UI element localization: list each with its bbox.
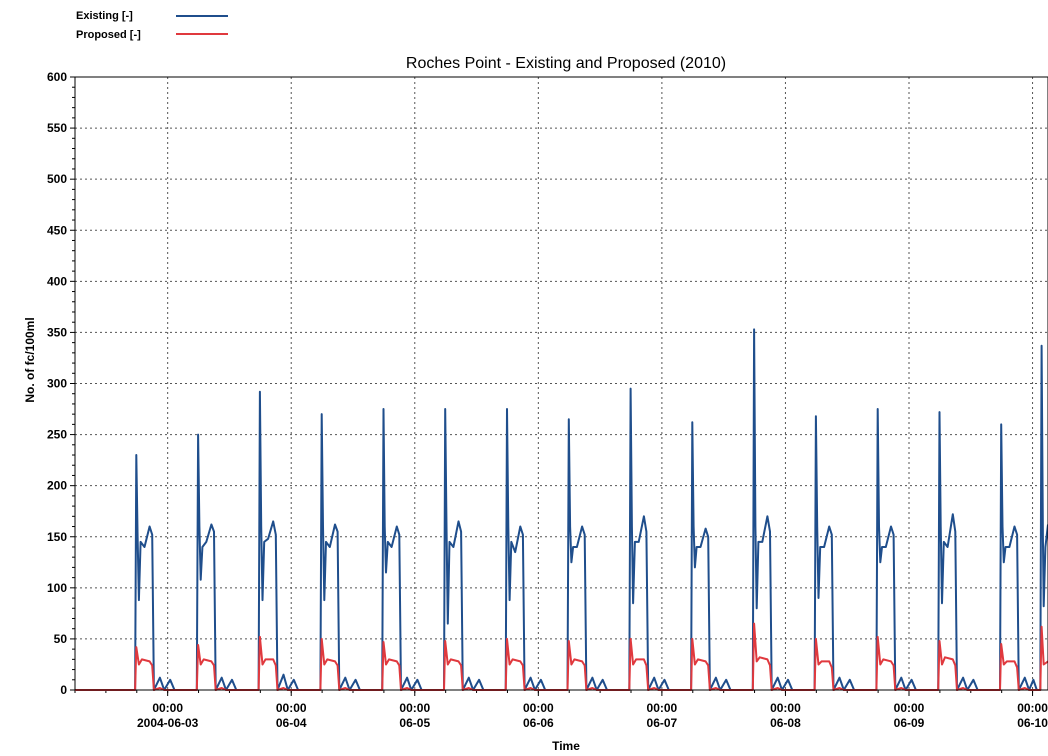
y-tick-label: 600	[47, 70, 67, 84]
y-tick-label: 50	[54, 632, 68, 646]
chart-title: Roches Point - Existing and Proposed (20…	[406, 55, 726, 72]
x-tick-date-label: 06-08	[770, 716, 801, 730]
x-tick-date-label: 06-06	[523, 716, 554, 730]
y-tick-label: 400	[47, 274, 67, 288]
y-tick-label: 100	[47, 581, 67, 595]
y-tick-label: 300	[47, 377, 67, 391]
x-axis-label: Time	[552, 739, 580, 753]
plot-frame	[74, 76, 1048, 691]
y-tick-label: 0	[60, 683, 67, 697]
x-tick-time-label: 00:00	[647, 701, 678, 715]
x-tick-time-label: 00:00	[894, 701, 925, 715]
x-tick-time-label: 00:00	[399, 701, 430, 715]
x-tick-time-label: 00:00	[1017, 701, 1048, 715]
x-tick-date-label: 06-04	[276, 716, 307, 730]
legend-label-proposed: Proposed [-]	[76, 29, 141, 41]
y-tick-label: 200	[47, 479, 67, 493]
y-tick-label: 550	[47, 121, 67, 135]
y-axis-label: No. of fc/100ml	[23, 317, 37, 402]
x-tick-date-label: 06-10	[1017, 716, 1048, 730]
series-line-existing	[75, 328, 1048, 691]
y-tick-label: 350	[47, 325, 67, 339]
x-tick-time-label: 00:00	[523, 701, 554, 715]
x-tick-time-label: 00:00	[770, 701, 801, 715]
y-tick-label: 500	[47, 172, 67, 186]
x-tick-time-label: 00:00	[276, 701, 307, 715]
y-tick-label: 250	[47, 428, 67, 442]
y-tick-label: 150	[47, 530, 67, 544]
gridlines	[75, 77, 1048, 690]
legend-label-existing: Existing [-]	[76, 10, 133, 22]
x-tick-date-label: 06-05	[399, 716, 430, 730]
x-axis-ticks: 00:002004-06-0300:0006-0400:0006-0500:00…	[74, 690, 1048, 730]
x-tick-date-label: 2004-06-03	[137, 716, 199, 730]
x-tick-date-label: 06-09	[894, 716, 925, 730]
x-tick-date-label: 06-07	[647, 716, 678, 730]
x-tick-time-label: 00:00	[152, 701, 183, 715]
y-axis-ticks: 0 50 100 150 200 250 300 350 400 450 500 550 600	[47, 70, 75, 697]
y-tick-label: 450	[47, 223, 67, 237]
legend: Existing [-] Proposed [-]	[76, 10, 228, 41]
